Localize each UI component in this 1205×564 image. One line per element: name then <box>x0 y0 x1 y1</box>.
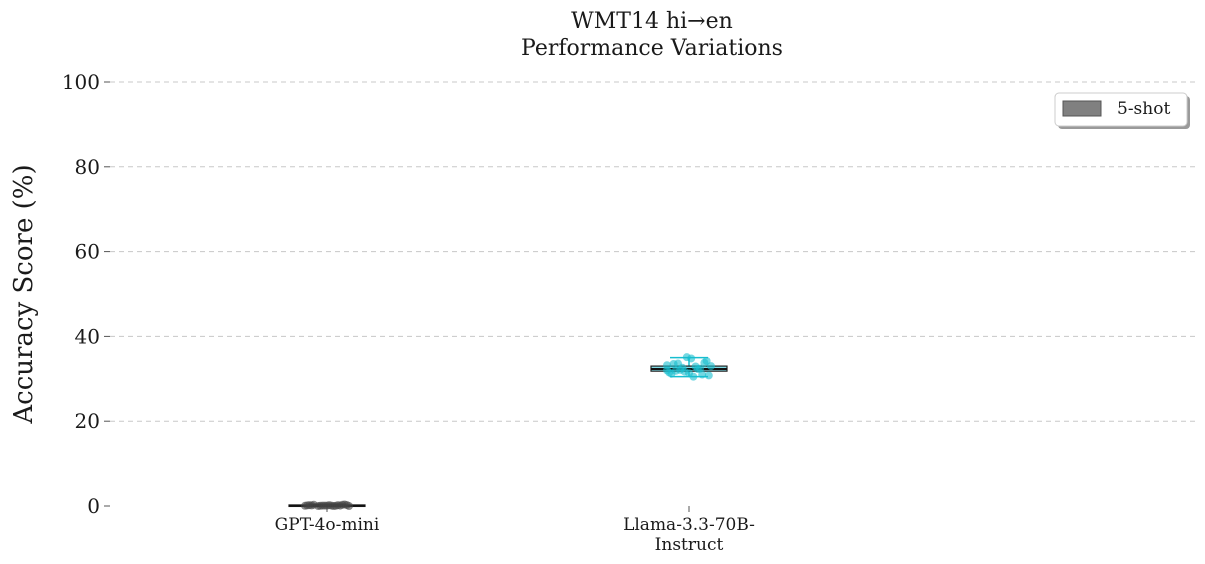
data-point <box>334 501 342 510</box>
data-point <box>704 371 713 380</box>
y-tick-label: 0 <box>87 494 100 518</box>
y-tick-label: 20 <box>75 409 100 433</box>
legend-label: 5-shot <box>1117 99 1170 119</box>
y-tick-label: 100 <box>62 70 100 94</box>
data-point <box>323 501 331 510</box>
data-point <box>682 353 691 362</box>
data-point <box>309 500 318 509</box>
x-tick-label: Instruct <box>655 535 724 555</box>
x-axis-ticks: GPT-4o-mini Llama-3.3-70B-Instruct <box>275 506 755 555</box>
data-point <box>696 364 704 373</box>
legend: 5-shot <box>1054 92 1190 129</box>
chart-title: WMT14 hi→en Performance Variations <box>521 9 783 61</box>
data-point <box>685 369 693 378</box>
y-axis-ticks: 0 20 40 60 80 100 <box>62 70 110 518</box>
y-tick-label: 40 <box>75 324 100 348</box>
legend-swatch <box>1062 100 1102 117</box>
data-point <box>707 362 715 371</box>
box-series-1 <box>650 353 728 381</box>
y-tick-label: 80 <box>75 155 100 179</box>
gridlines <box>110 81 1196 422</box>
data-point <box>663 366 671 375</box>
y-axis-label: Accuracy Score (%) <box>9 164 39 424</box>
chart-title-line-2: Performance Variations <box>521 36 783 61</box>
chart-title-line-1: WMT14 hi→en <box>571 9 733 34</box>
box-series-0 <box>288 500 366 510</box>
data-point <box>674 359 682 368</box>
boxes <box>288 353 728 510</box>
data-point <box>671 366 680 375</box>
y-tick-label: 60 <box>75 240 100 264</box>
x-tick-label: Llama-3.3-70B- <box>623 515 755 535</box>
x-tick-label: GPT-4o-mini <box>275 515 380 535</box>
data-point <box>345 502 353 510</box>
